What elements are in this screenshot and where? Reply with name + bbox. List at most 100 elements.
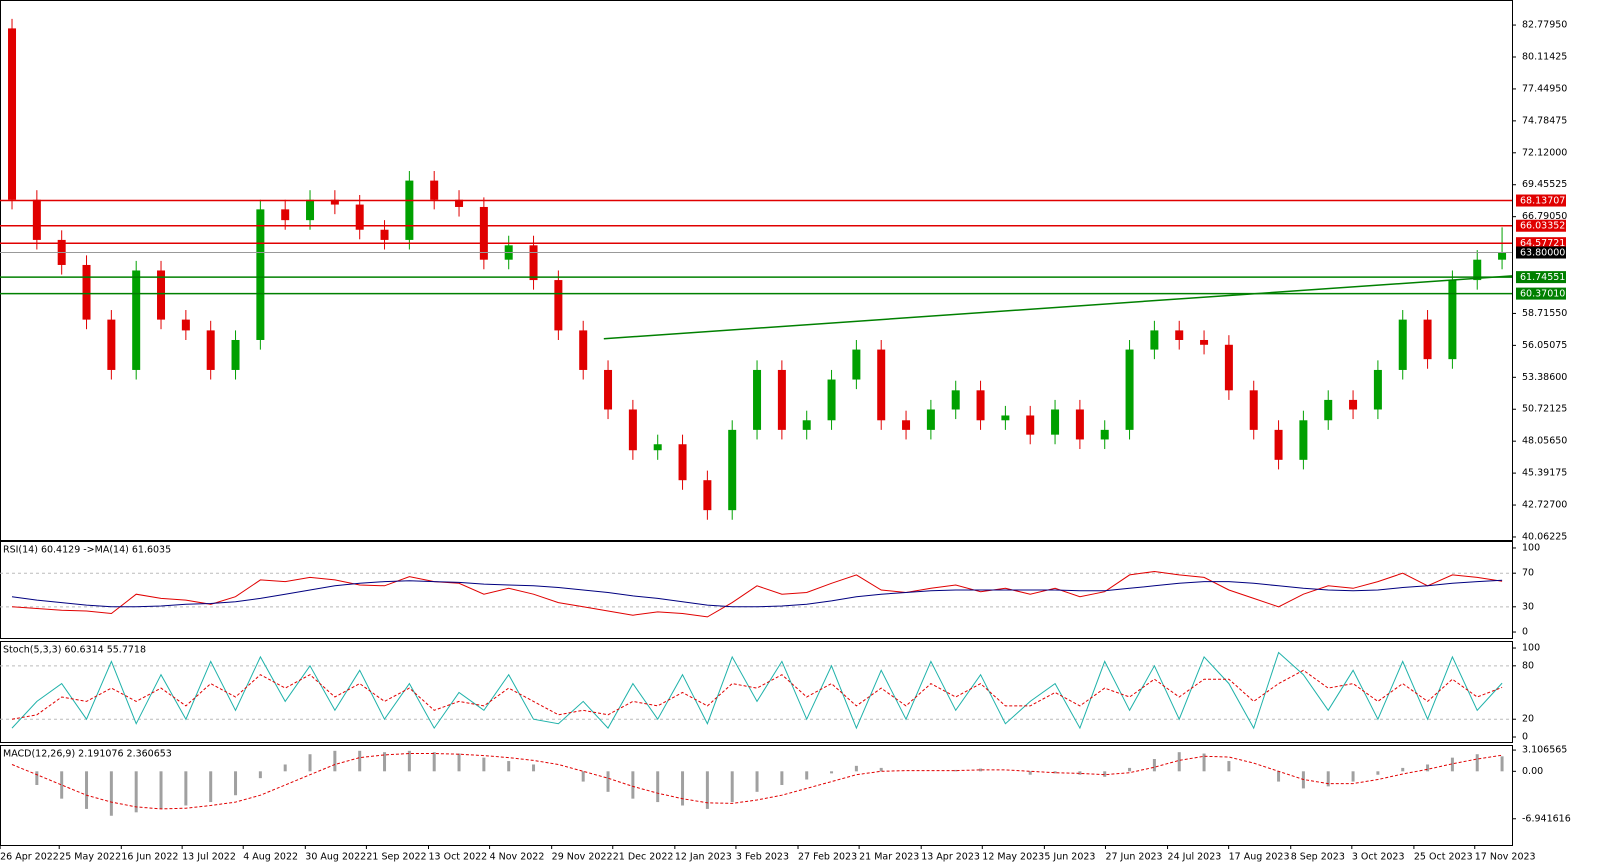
x-tick-label: 12 May 2023 [982,852,1044,863]
candle-body [1175,330,1184,340]
candle-body [1373,369,1382,410]
indicator-line [11,669,1503,720]
x-tick-label: 25 Oct 2023 [1414,852,1473,863]
candle-body [653,444,662,451]
candle-body [1200,339,1209,345]
y-tick-label: 42.72700 [1522,500,1567,511]
x-tick-label: 13 Apr 2023 [921,852,980,863]
candle-body [926,409,935,430]
x-tick-label: 17 Aug 2023 [1229,852,1290,863]
indicator-line [11,570,1503,618]
y-tick-label: 58.71550 [1522,308,1567,319]
candle-body [951,390,960,410]
candle-body [1224,344,1233,391]
x-tick-label: 3 Oct 2023 [1352,852,1405,863]
y-tick-label: 45.39175 [1522,468,1567,479]
candle-body [1026,415,1035,435]
y-tick-label: 40.06225 [1522,531,1567,542]
x-tick-label: 24 Jul 2023 [1168,852,1222,863]
y-tick-label: 30 [1522,601,1534,612]
x-tick-label: 27 Feb 2023 [798,852,857,863]
candle-body [753,369,762,430]
indicator-title: Stoch(5,3,3) 60.6314 55.7718 [3,645,146,656]
y-tick-label: 74.78475 [1522,115,1567,126]
price-level-label: 61.74551 [1520,272,1565,283]
x-tick-label: 8 Sep 2023 [1291,852,1345,863]
candle-body [852,349,861,380]
candle-body [306,199,315,221]
y-tick-label: 100 [1522,643,1540,654]
candle-body [1249,390,1258,430]
candle-body [902,420,911,430]
candle-body [132,270,141,370]
y-tick-label: 3.106565 [1522,745,1567,756]
candle-body [1498,252,1507,260]
candle-body [1051,409,1060,435]
candle-body [1473,259,1482,281]
candle-body [405,180,414,240]
price-level-box [1516,246,1566,259]
trend-line [603,275,1513,340]
candle-body [231,339,240,370]
candle-body [802,420,811,430]
candle-body [1274,429,1283,460]
candle-body [529,245,538,281]
candle-body [380,229,389,240]
x-tick-label: 30 Aug 2022 [305,852,366,863]
x-tick-label: 3 Feb 2023 [736,852,789,863]
y-tick-label: 53.38600 [1522,372,1567,383]
y-tick-label: 82.77950 [1522,20,1567,31]
y-tick-label: 77.44950 [1522,83,1567,94]
candle-body [355,204,364,230]
candle-body [107,319,116,370]
candle-body [728,429,737,511]
candle-body [1075,409,1084,440]
y-tick-label: 0.00 [1522,766,1543,777]
x-tick-label: 29 Nov 2022 [552,852,613,863]
panel-frame [0,745,1513,846]
price-level-box [1516,194,1566,207]
candle-body [256,209,265,340]
x-tick-label: 4 Aug 2022 [243,852,298,863]
indicator-line [11,579,1503,608]
y-tick-label: 80 [1522,660,1534,671]
price-level-box [1516,287,1566,300]
price-level-label: 60.37010 [1520,289,1565,300]
candle-body [1448,280,1457,360]
candle-body [604,369,613,410]
candle-body [455,199,464,207]
price-level-box [1516,237,1566,250]
macd-signal [11,753,1503,810]
y-tick-label: 20 [1522,714,1534,725]
y-tick-label: 80.11425 [1522,51,1567,62]
y-tick-label: 69.45525 [1522,179,1567,190]
price-level-label: 64.57721 [1520,238,1565,249]
y-tick-label: 72.12000 [1522,147,1567,158]
x-tick-label: 13 Oct 2022 [428,852,487,863]
candle-body [1324,399,1333,421]
x-tick-label: 4 Nov 2022 [490,852,545,863]
price-level-label: 66.03352 [1520,221,1565,232]
price-level-label: 68.13707 [1520,196,1565,207]
candle-body [579,330,588,370]
x-tick-label: 27 Jun 2023 [1105,852,1162,863]
x-tick-label: 13 Jul 2022 [182,852,236,863]
x-tick-label: 26 Apr 2022 [0,852,59,863]
candle-body [479,206,488,260]
candle-body [678,444,687,481]
indicator-line [11,651,1503,730]
candle-body [1423,319,1432,360]
x-tick-label: 21 Dec 2022 [613,852,674,863]
candle-body [1398,319,1407,370]
y-tick-label: 56.05075 [1522,340,1567,351]
y-tick-label: 0 [1522,627,1528,638]
x-tick-label: 21 Mar 2023 [859,852,919,863]
candle-body [554,280,563,331]
indicator-title: MACD(12,26,9) 2.191076 2.360653 [3,749,172,760]
price-level-box [1516,219,1566,232]
candle-body [330,199,339,205]
candle-body [1349,399,1358,410]
y-tick-label: 100 [1522,542,1540,553]
candle-body [32,199,41,240]
